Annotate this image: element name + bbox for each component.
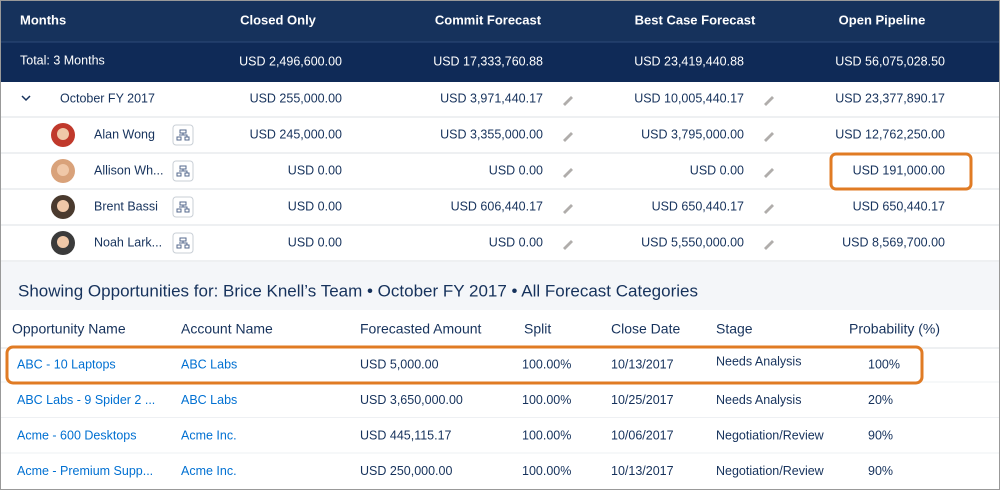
period-name: October FY 2017: [60, 91, 155, 105]
opp-cell[interactable]: ABC Labs - 9 Spider 2 ...: [17, 393, 155, 407]
forecast-value: USD 0.00: [690, 163, 744, 177]
opp-cell: Negotiation/Review: [716, 464, 825, 478]
opp-cell: 100.00%: [522, 357, 571, 371]
opp-cell: 10/13/2017: [611, 464, 674, 478]
edit-pencil[interactable]: [764, 204, 774, 214]
edit-pencil[interactable]: [563, 96, 573, 106]
forecast-value: USD 3,355,000.00: [440, 127, 543, 141]
user-name: Noah Lark...: [94, 235, 162, 249]
opp-column-header: Opportunity Name: [12, 321, 126, 337]
opp-cell: Needs Analysis: [716, 354, 801, 368]
edit-pencil[interactable]: [764, 132, 774, 142]
opp-cell: USD 5,000.00: [360, 357, 439, 371]
hierarchy-icon: [176, 129, 190, 141]
opp-cell[interactable]: Acme - Premium Supp...: [17, 464, 153, 478]
edit-pencil[interactable]: [563, 240, 573, 250]
forecast-value: USD 0.00: [489, 163, 543, 177]
total-value: USD 2,496,600.00: [239, 54, 342, 68]
forecast-value: USD 191,000.00: [853, 163, 945, 177]
total-bar: [0, 42, 1000, 82]
opp-cell: 10/13/2017: [611, 357, 674, 371]
total-value: USD 17,333,760.88: [433, 54, 543, 68]
avatar-face: [57, 200, 69, 212]
opp-cell[interactable]: ABC - 10 Laptops: [17, 357, 116, 371]
hierarchy-icon: [176, 237, 190, 249]
forecast-value: USD 3,795,000.00: [641, 127, 744, 141]
opp-column-header: Account Name: [181, 321, 273, 337]
edit-pencil[interactable]: [563, 204, 573, 214]
opp-column-header: Probability (%): [849, 321, 940, 337]
opp-cell: Needs Analysis: [716, 393, 801, 407]
opp-cell: 100.00%: [522, 464, 571, 478]
forecast-value: USD 0.00: [288, 235, 342, 249]
forecast-value: USD 650,440.17: [853, 199, 945, 213]
opp-cell: 10/25/2017: [611, 393, 674, 407]
column-header: Months: [20, 12, 66, 27]
edit-pencil[interactable]: [563, 168, 573, 178]
column-header: Commit Forecast: [435, 12, 542, 27]
user-name: Alan Wong: [94, 127, 155, 141]
forecast-value: USD 245,000.00: [250, 127, 342, 141]
opp-cell: 100.00%: [522, 393, 571, 407]
opp-column-header: Close Date: [611, 321, 680, 337]
user-name: Allison Wh...: [94, 163, 163, 177]
opp-cell: USD 3,650,000.00: [360, 393, 463, 407]
forecast-value: USD 0.00: [288, 199, 342, 213]
avatar-face: [57, 164, 69, 176]
opp-cell: 20%: [868, 393, 893, 407]
column-header: Best Case Forecast: [635, 12, 756, 27]
forecast-value: USD 0.00: [288, 163, 342, 177]
column-header: Closed Only: [240, 12, 317, 27]
total-value: USD 56,075,028.50: [835, 54, 945, 68]
opp-cell: USD 445,115.17: [360, 428, 452, 442]
forecast-value: USD 8,569,700.00: [842, 235, 945, 249]
opp-cell: 10/06/2017: [611, 428, 674, 442]
opp-cell: USD 250,000.00: [360, 464, 452, 478]
opp-cell: 100%: [868, 357, 900, 371]
opp-column-header: Split: [524, 321, 551, 337]
forecast-value: USD 3,971,440.17: [440, 91, 543, 105]
section-title: Showing Opportunities for: Brice Knell’s…: [18, 281, 698, 300]
forecast-value: USD 255,000.00: [250, 91, 342, 105]
total-label: Total: 3 Months: [20, 53, 105, 67]
edit-pencil[interactable]: [764, 240, 774, 250]
forecast-value: USD 0.00: [489, 235, 543, 249]
opp-cell: 100.00%: [522, 428, 571, 442]
total-value: USD 23,419,440.88: [634, 54, 744, 68]
opp-cell[interactable]: ABC Labs: [181, 357, 237, 371]
opp-cell: 90%: [868, 428, 893, 442]
opp-cell: Negotiation/Review: [716, 428, 825, 442]
avatar-face: [57, 236, 69, 248]
highlight: [829, 152, 973, 191]
forecast-value: USD 650,440.17: [652, 199, 744, 213]
section-band: [0, 262, 1000, 310]
opp-column-header: Stage: [716, 321, 753, 337]
highlight: [5, 345, 924, 385]
edit-pencil[interactable]: [764, 96, 774, 106]
column-header: Open Pipeline: [839, 12, 926, 27]
hierarchy-icon: [176, 201, 190, 213]
opp-column-header: Forecasted Amount: [360, 321, 482, 337]
opp-cell[interactable]: Acme Inc.: [181, 428, 237, 442]
forecast-value: USD 5,550,000.00: [641, 235, 744, 249]
opp-cell: 90%: [868, 464, 893, 478]
collapse-chevron[interactable]: [21, 95, 31, 102]
forecast-value: USD 12,762,250.00: [835, 127, 945, 141]
avatar-face: [57, 128, 69, 140]
forecast-value: USD 10,005,440.17: [634, 91, 744, 105]
forecast-value: USD 23,377,890.17: [835, 91, 945, 105]
edit-pencil[interactable]: [563, 132, 573, 142]
hierarchy-icon: [176, 165, 190, 177]
header-bar: [0, 0, 1000, 42]
user-name: Brent Bassi: [94, 199, 158, 213]
edit-pencil[interactable]: [764, 168, 774, 178]
forecast-value: USD 606,440.17: [451, 199, 543, 213]
opp-cell[interactable]: ABC Labs: [181, 393, 237, 407]
opp-cell[interactable]: Acme - 600 Desktops: [17, 428, 137, 442]
opp-cell[interactable]: Acme Inc.: [181, 464, 237, 478]
